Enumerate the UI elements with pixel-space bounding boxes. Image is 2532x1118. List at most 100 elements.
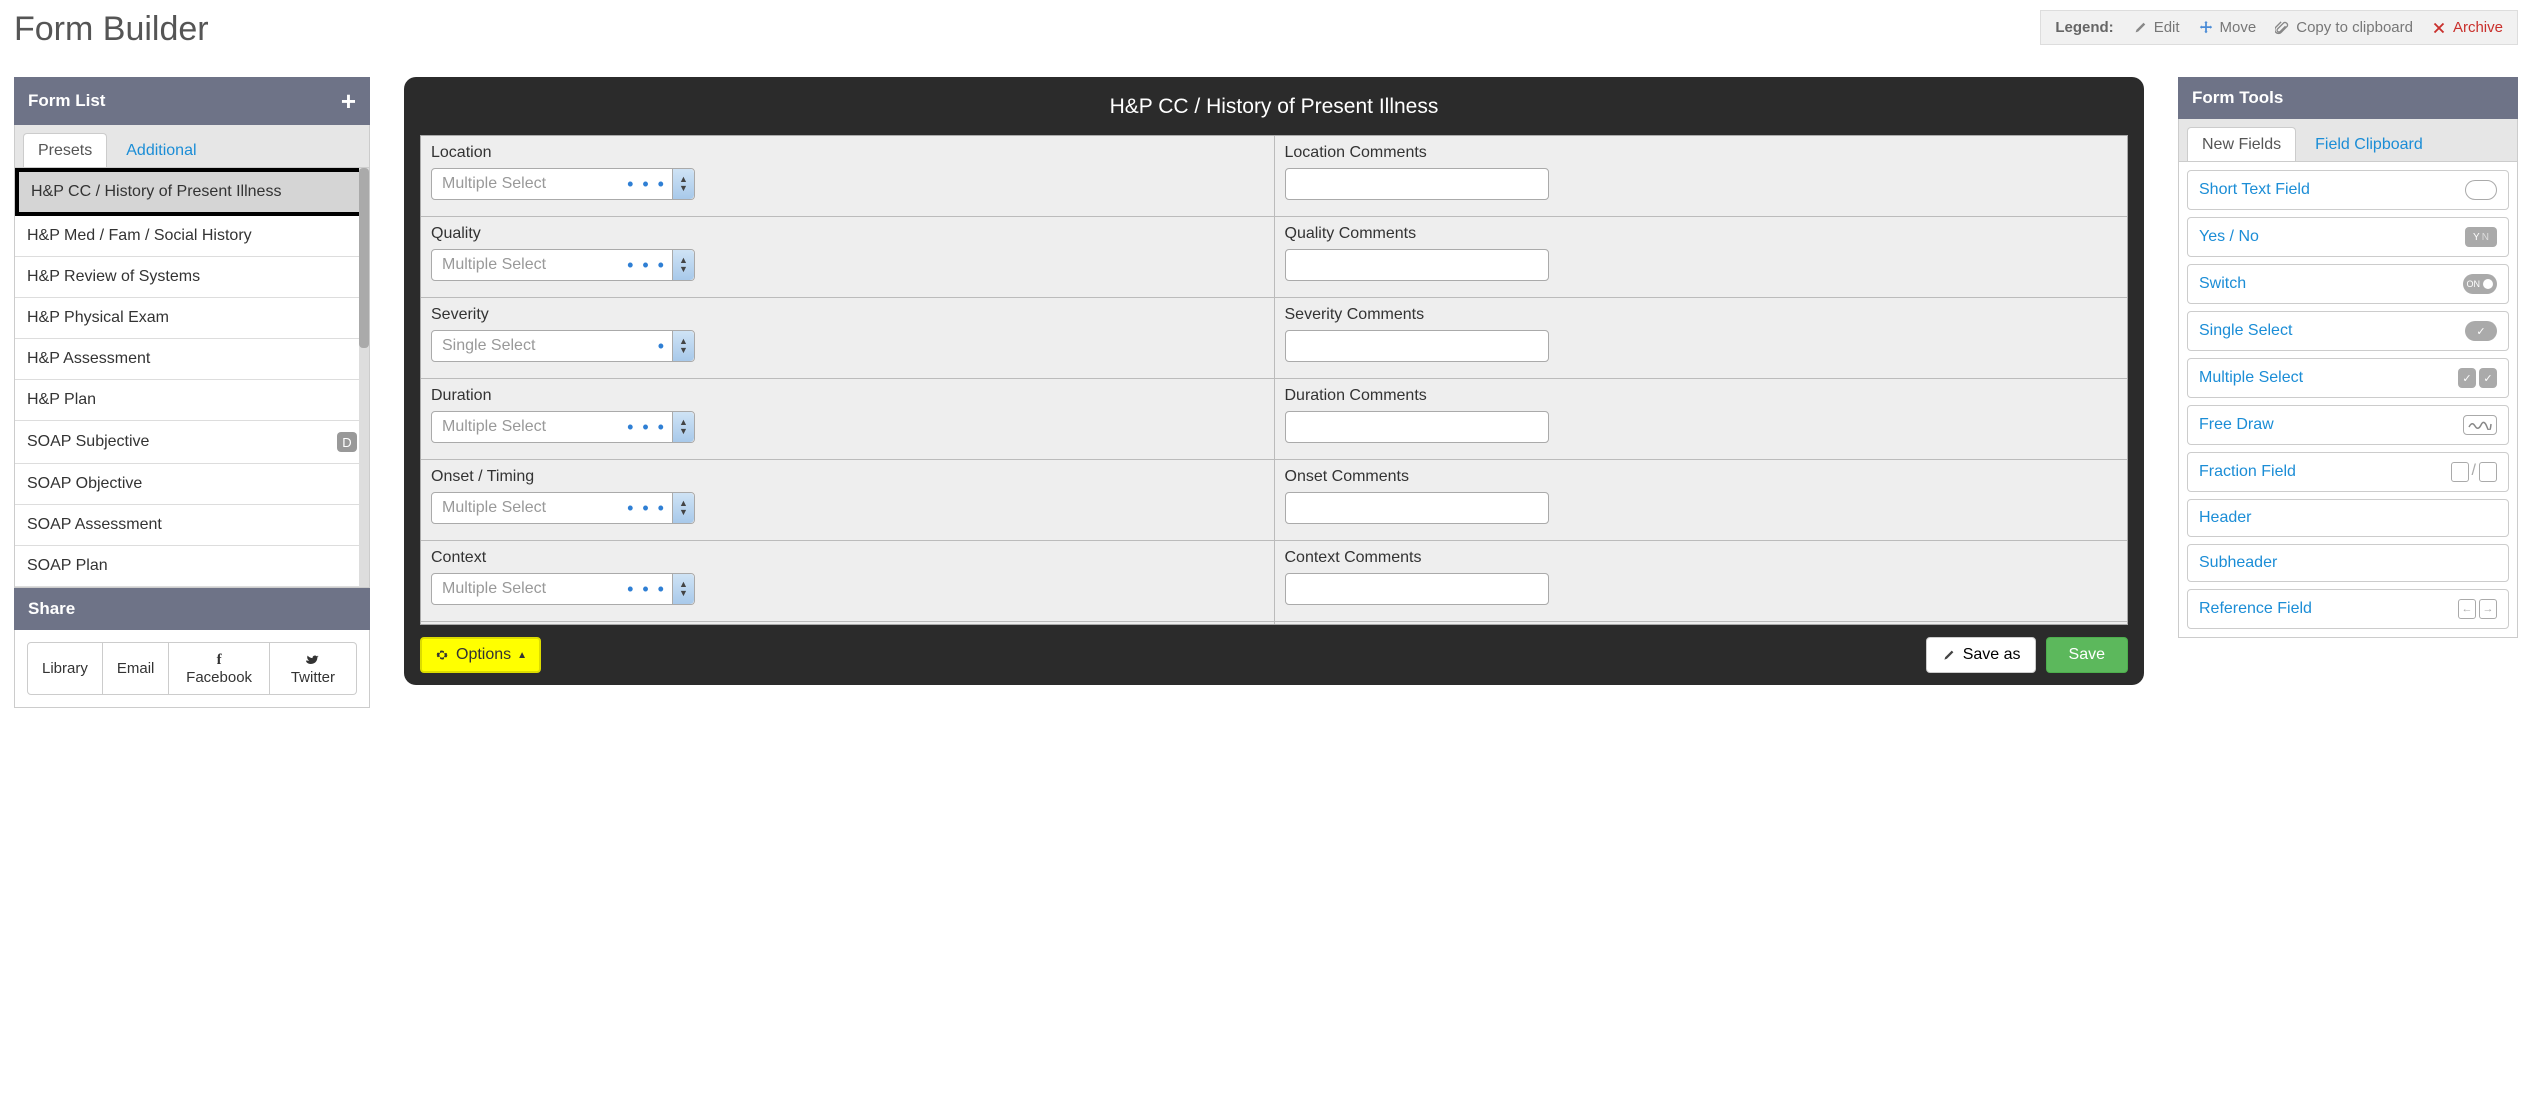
tool-item[interactable]: Header <box>2187 499 2509 537</box>
form-list-item-label: H&P CC / History of Present Illness <box>31 183 281 201</box>
share-email-button[interactable]: Email <box>103 642 170 695</box>
form-list-item[interactable]: H&P Review of Systems <box>15 257 369 298</box>
field-row: Duration Multiple Select• • •▲▼ Duration C… <box>421 379 2127 460</box>
form-tools-panel: Form Tools New Fields Field Clipboard Sh… <box>2178 77 2518 638</box>
text-input[interactable] <box>1285 573 1549 605</box>
pencil-icon <box>1941 647 1957 663</box>
field-cell[interactable]: Context Comments <box>1274 541 2128 621</box>
field-label: Duration Comments <box>1285 387 2118 405</box>
share-facebook-button[interactable]: f Facebook <box>169 642 269 695</box>
save-button[interactable]: Save <box>2046 637 2128 673</box>
tool-item-label: Header <box>2199 509 2251 527</box>
field-cell[interactable]: QualityMultiple Select• • •▲▼ <box>421 217 1274 297</box>
tool-item[interactable]: Short Text Field <box>2187 170 2509 210</box>
field-cell[interactable]: Onset Comments <box>1274 460 2128 540</box>
tool-item[interactable]: Single Select✓ <box>2187 311 2509 351</box>
stepper-icon[interactable]: ▲▼ <box>672 412 694 442</box>
field-cell[interactable]: Location Comments <box>1274 136 2128 216</box>
tab-additional[interactable]: Additional <box>111 133 211 167</box>
form-list-item-label: SOAP Assessment <box>27 516 162 534</box>
form-list-item[interactable]: SOAP Plan <box>15 546 369 587</box>
pencil-icon <box>2132 20 2148 36</box>
field-cell[interactable]: Onset / Timing Multiple Select• • •▲▼ <box>421 460 1274 540</box>
share-body: LibraryEmailf Facebook Twitter <box>14 630 370 708</box>
form-list-item[interactable]: H&P Med / Fam / Social History <box>15 216 369 257</box>
field-cell[interactable]: Severity Comments <box>1274 298 2128 378</box>
field-cell[interactable]: Duration Multiple Select• • •▲▼ <box>421 379 1274 459</box>
check-pair-icon: ✓✓ <box>2458 368 2497 388</box>
tab-presets[interactable]: Presets <box>23 133 107 167</box>
field-cell[interactable]: Duration Comments <box>1274 379 2128 459</box>
tool-item[interactable]: Yes / NoYN <box>2187 217 2509 257</box>
caret-up-icon: ▲ <box>517 650 527 661</box>
field-label: Onset Comments <box>1285 468 2118 486</box>
text-input[interactable] <box>1285 492 1549 524</box>
single-select-input[interactable]: Single Select•▲▼ <box>431 330 695 362</box>
form-list-panel: Form List + Presets Additional H&P CC / … <box>14 77 370 708</box>
field-label: Severity Comments <box>1285 306 2118 324</box>
form-list-item[interactable]: SOAP Subjective D <box>15 421 369 464</box>
field-row: Onset / TimingMultiple Select• • •▲▼Onse… <box>421 460 2127 541</box>
share-library-button[interactable]: Library <box>27 642 103 695</box>
tool-item[interactable]: Subheader <box>2187 544 2509 582</box>
tab-new-fields[interactable]: New Fields <box>2187 127 2296 161</box>
legend-label: Legend: <box>2055 19 2113 36</box>
multi-select-input[interactable]: Multiple Select• • •▲▼ <box>431 249 695 281</box>
multi-select-input[interactable]: Multiple Select• • •▲▼ <box>431 573 695 605</box>
field-cell[interactable]: Severity Single Select•▲▼ <box>421 298 1274 378</box>
form-title: H&P CC / History of Present Illness <box>404 77 2144 135</box>
multi-select-input[interactable]: Multiple Select• • •▲▼ <box>431 411 695 443</box>
save-as-button[interactable]: Save as <box>1926 637 2036 673</box>
form-list-tabs: Presets Additional <box>14 125 370 168</box>
text-input[interactable] <box>1285 411 1549 443</box>
select-placeholder: Single Select <box>432 337 652 355</box>
switch-icon: ON <box>2463 274 2498 294</box>
form-list-item[interactable]: H&P Assessment <box>15 339 369 380</box>
multi-select-input[interactable]: Multiple Select• • •▲▼ <box>431 168 695 200</box>
stepper-icon[interactable]: ▲▼ <box>672 331 694 361</box>
text-input[interactable] <box>1285 249 1549 281</box>
default-badge: D <box>337 432 357 452</box>
form-list-item[interactable]: H&P CC / History of Present Illness <box>15 168 369 216</box>
text-input[interactable] <box>1285 330 1549 362</box>
gear-icon <box>434 647 450 663</box>
form-list-item[interactable]: H&P Physical Exam <box>15 298 369 339</box>
field-row: Location Multiple Select• • •▲▼ Location C… <box>421 136 2127 217</box>
form-list-item-label: H&P Plan <box>27 391 96 409</box>
multi-select-input[interactable]: Multiple Select• • •▲▼ <box>431 492 695 524</box>
form-list-item-label: H&P Physical Exam <box>27 309 169 327</box>
tool-item[interactable]: Free Draw <box>2187 405 2509 445</box>
stepper-icon[interactable]: ▲▼ <box>672 493 694 523</box>
stepper-icon[interactable]: ▲▼ <box>672 169 694 199</box>
field-label: Onset / Timing <box>431 468 1264 486</box>
tool-item[interactable]: SwitchON <box>2187 264 2509 304</box>
text-input[interactable] <box>1285 168 1549 200</box>
options-button[interactable]: Options ▲ <box>420 637 541 673</box>
form-list-item[interactable]: H&P Plan <box>15 380 369 421</box>
field-cell[interactable]: ContextMultiple Select• • •▲▼ <box>421 541 1274 621</box>
yes-no-icon: YN <box>2465 227 2497 247</box>
page-title: Form Builder <box>14 10 209 49</box>
dots-icon: • • • <box>621 579 672 600</box>
field-label: Severity <box>431 306 1264 324</box>
dots-icon: • • • <box>621 417 672 438</box>
add-form-button[interactable]: + <box>341 88 356 114</box>
form-list-item[interactable]: SOAP Assessment <box>15 505 369 546</box>
stepper-icon[interactable]: ▲▼ <box>672 574 694 604</box>
field-cell[interactable]: Location Multiple Select• • •▲▼ <box>421 136 1274 216</box>
tool-item[interactable]: Multiple Select✓✓ <box>2187 358 2509 398</box>
field-label: Duration <box>431 387 1264 405</box>
stepper-icon[interactable]: ▲▼ <box>672 250 694 280</box>
tool-item-label: Fraction Field <box>2199 463 2296 481</box>
field-cell[interactable]: Quality Comments <box>1274 217 2128 297</box>
tool-item[interactable]: Fraction Field/ <box>2187 452 2509 492</box>
tool-item[interactable]: Reference Field←→ <box>2187 589 2509 629</box>
field-label: Location <box>431 144 1264 162</box>
form-list-item[interactable]: SOAP Objective <box>15 464 369 505</box>
tab-field-clipboard[interactable]: Field Clipboard <box>2300 127 2438 161</box>
form-list-item-label: SOAP Subjective <box>27 433 149 451</box>
share-twitter-button[interactable]: Twitter <box>270 642 357 695</box>
check-icon: ✓ <box>2465 321 2497 341</box>
scrollbar[interactable] <box>359 168 369 587</box>
dots-icon: • <box>652 336 672 357</box>
